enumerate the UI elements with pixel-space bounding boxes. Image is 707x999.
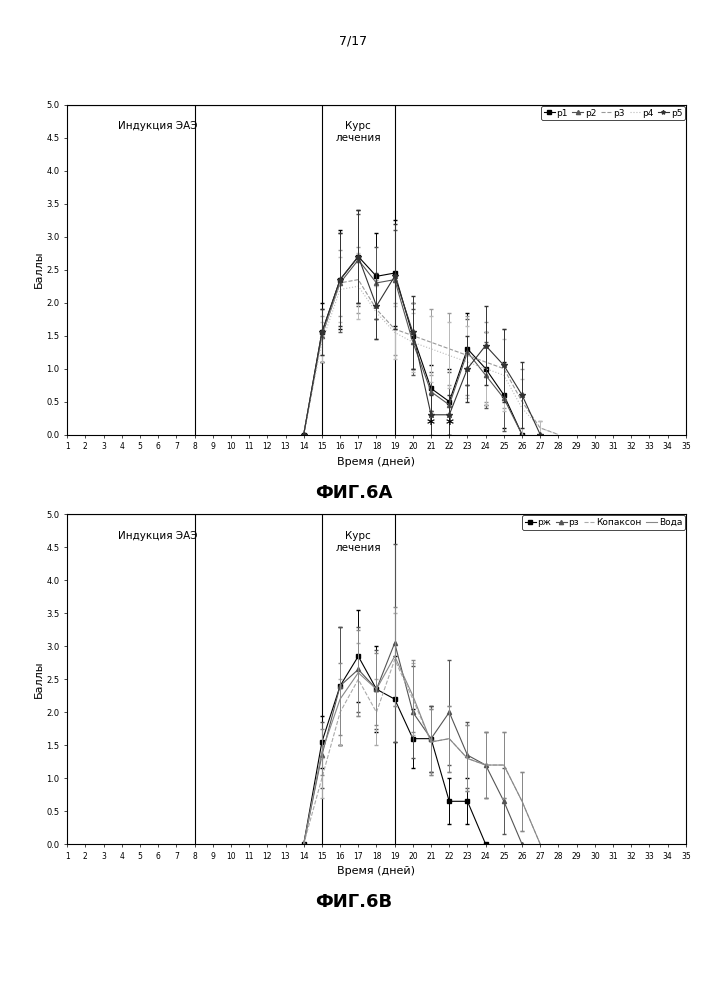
Text: 7/17: 7/17 [339, 35, 368, 48]
Text: ФИГ.6В: ФИГ.6В [315, 893, 392, 911]
Text: *: * [427, 418, 435, 434]
Text: Курс
лечения: Курс лечения [335, 531, 381, 552]
Legend: p1, p2, p3, p4, p5: p1, p2, p3, p4, p5 [541, 106, 685, 120]
Y-axis label: Баллы: Баллы [33, 660, 44, 698]
Y-axis label: Баллы: Баллы [33, 251, 44, 289]
Text: Индукция ЭАЭ: Индукция ЭАЭ [118, 531, 198, 541]
Text: ФИГ.6А: ФИГ.6А [315, 484, 392, 501]
Legend: рж, рз, Копаксон, Вода: рж, рз, Копаксон, Вода [522, 515, 685, 529]
Text: Индукция ЭАЭ: Индукция ЭАЭ [118, 122, 198, 132]
Text: Курс
лечения: Курс лечения [335, 122, 381, 143]
Text: *: * [445, 418, 453, 434]
X-axis label: Время (дней): Время (дней) [337, 457, 416, 467]
X-axis label: Время (дней): Время (дней) [337, 866, 416, 876]
